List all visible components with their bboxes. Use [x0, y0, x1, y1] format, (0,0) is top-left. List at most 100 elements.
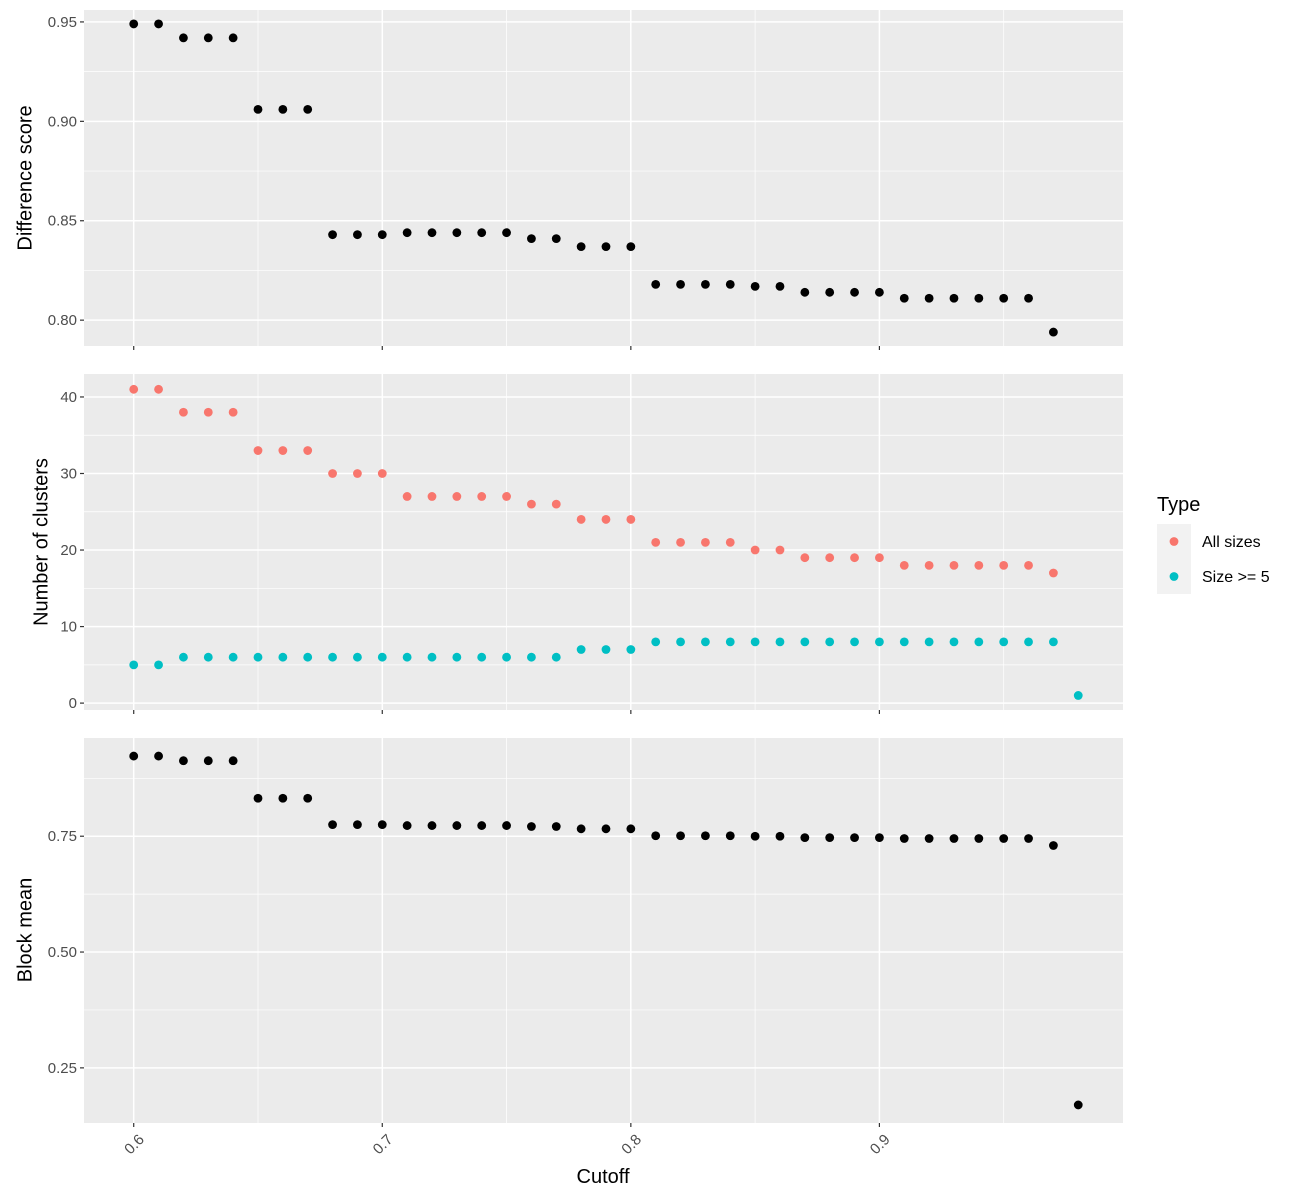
- data-point: [179, 652, 188, 662]
- y-axis-title: Difference score: [14, 105, 36, 250]
- data-point: [502, 492, 511, 501]
- data-point: [353, 230, 362, 240]
- data-point: [1049, 327, 1058, 337]
- data-point: [551, 822, 561, 831]
- data-point: [924, 293, 934, 303]
- data-point: [303, 652, 313, 662]
- y-tick-label: 0.75: [48, 828, 77, 845]
- x-tick-label: 0.7: [370, 1131, 397, 1158]
- data-point: [949, 834, 959, 843]
- panel-background: [84, 738, 1123, 1123]
- legend-item-label: All sizes: [1202, 534, 1261, 551]
- data-point: [701, 537, 710, 547]
- data-point: [626, 515, 636, 524]
- data-point: [701, 831, 710, 841]
- data-point: [626, 824, 636, 834]
- series-points: [129, 751, 1083, 1110]
- data-point: [651, 637, 661, 647]
- data-point: [875, 287, 884, 297]
- data-point: [353, 652, 362, 662]
- data-point: [1049, 637, 1058, 647]
- data-point: [452, 228, 462, 238]
- data-point: [303, 105, 313, 114]
- data-point: [154, 19, 163, 29]
- legend-title: Type: [1157, 494, 1200, 516]
- data-point: [278, 105, 288, 114]
- data-point: [452, 821, 462, 830]
- data-point: [725, 637, 735, 647]
- data-point: [899, 637, 909, 647]
- data-point: [626, 645, 636, 654]
- data-point: [1024, 637, 1033, 647]
- data-point: [402, 228, 412, 238]
- data-point: [875, 553, 884, 563]
- data-point: [303, 446, 313, 455]
- data-point: [999, 560, 1009, 570]
- data-point: [949, 560, 959, 570]
- data-point: [1049, 568, 1058, 578]
- data-point: [875, 833, 884, 843]
- data-point: [850, 287, 859, 297]
- data-point: [676, 831, 685, 841]
- data-point: [601, 645, 611, 654]
- data-point: [725, 279, 735, 289]
- data-point: [353, 820, 362, 830]
- data-point: [1024, 293, 1033, 303]
- data-point: [179, 756, 188, 766]
- data-point: [899, 834, 909, 843]
- data-point: [800, 637, 810, 647]
- data-point: [899, 293, 909, 303]
- data-point: [1024, 834, 1033, 843]
- data-point: [203, 756, 213, 766]
- data-point: [825, 833, 835, 843]
- data-point: [775, 637, 785, 647]
- y-tick-label: 0.25: [48, 1060, 77, 1077]
- data-point: [750, 545, 760, 555]
- data-point: [203, 652, 213, 662]
- data-point: [253, 652, 263, 662]
- data-point: [850, 637, 859, 647]
- data-point: [974, 293, 984, 303]
- data-point: [800, 833, 810, 843]
- data-point: [999, 834, 1009, 843]
- data-point: [576, 824, 586, 834]
- data-point: [402, 492, 412, 501]
- data-point: [551, 499, 561, 509]
- y-tick-label: 30: [60, 465, 77, 482]
- data-point: [452, 652, 462, 662]
- data-point: [353, 469, 362, 478]
- data-point: [924, 637, 934, 647]
- y-tick-label: 0.50: [48, 944, 77, 961]
- data-point: [527, 822, 536, 831]
- data-point: [651, 279, 661, 289]
- data-point: [328, 820, 337, 830]
- data-point: [129, 751, 139, 761]
- y-tick-label: 0.85: [48, 213, 77, 230]
- data-point: [974, 637, 984, 647]
- data-point: [750, 831, 760, 841]
- data-point: [899, 560, 909, 570]
- data-point: [129, 384, 139, 394]
- y-axis-title: Number of clusters: [30, 458, 52, 626]
- data-point: [924, 560, 934, 570]
- data-point: [377, 230, 387, 240]
- y-tick-label: 0.95: [48, 14, 77, 31]
- legend-key-point: [1169, 537, 1179, 546]
- data-point: [1073, 691, 1083, 700]
- data-point: [750, 281, 760, 291]
- data-point: [651, 537, 661, 547]
- data-point: [228, 407, 238, 417]
- data-point: [402, 821, 412, 830]
- data-point: [278, 652, 288, 662]
- x-axis-title: Cutoff: [577, 1166, 630, 1188]
- data-point: [377, 820, 387, 830]
- data-point: [477, 228, 487, 238]
- x-tick-label: 0.8: [618, 1131, 645, 1158]
- y-axis-title: Block mean: [14, 878, 36, 983]
- data-point: [676, 637, 685, 647]
- panel-block-mean: 0.25 0.50 0.75 0.6 0.7 0.8 0.9 Block mean: [14, 738, 1123, 1158]
- data-point: [725, 831, 735, 841]
- y-tick-label: 10: [60, 619, 77, 636]
- legend-key-point: [1169, 572, 1179, 581]
